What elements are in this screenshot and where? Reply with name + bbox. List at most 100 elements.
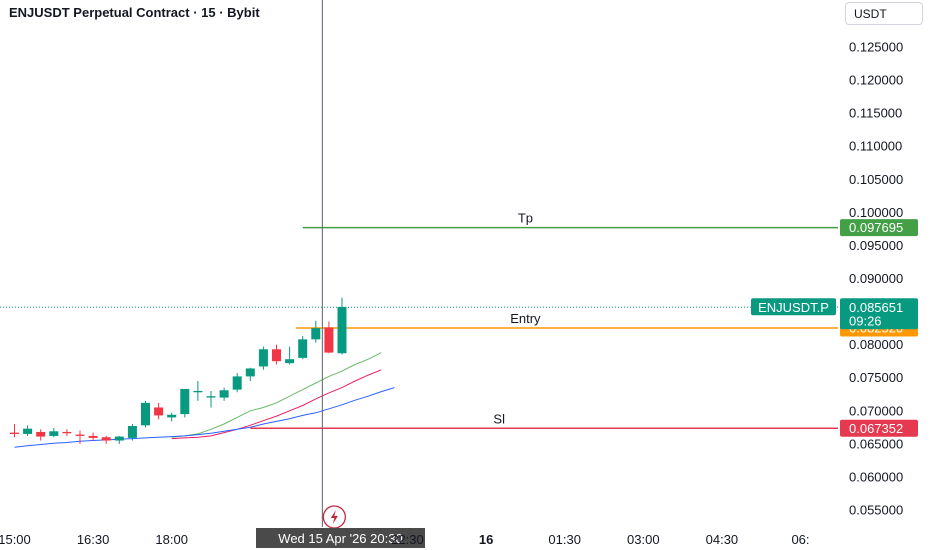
price-tick-label: 0.105000 [849, 172, 903, 187]
level-label-tp: Tp [518, 211, 533, 226]
candle[interactable] [206, 390, 216, 408]
lightning-icon-bolt [330, 510, 338, 524]
chart-title: ENJUSDT Perpetual Contract · 15 · Bybit [9, 5, 260, 20]
candle[interactable] [258, 346, 268, 370]
price-tick-label: 0.115000 [849, 106, 902, 121]
candle[interactable] [49, 427, 59, 438]
price-labels: 0.0976950.0825200.0673520.08565109:26ENJ… [751, 219, 918, 437]
candle[interactable] [23, 425, 33, 436]
candle-body [127, 425, 137, 438]
price-axis[interactable]: 0.125000 0.120000 0.115000 0.110000 0.105000… [849, 40, 903, 518]
price-tick-label: 0.065000 [849, 436, 903, 451]
countdown-text: 09:26 [849, 313, 882, 328]
candle-body [49, 431, 59, 436]
price-tick-label: 0.095000 [849, 238, 903, 253]
level-label-entry: Entry [510, 311, 541, 326]
candle[interactable] [272, 344, 281, 365]
price-tick-label: 0.125000 [849, 40, 903, 55]
candle-body [311, 328, 321, 340]
time-tick-label: 18:00 [155, 532, 188, 547]
candle[interactable] [114, 435, 124, 444]
price-tick-label: 0.100000 [849, 205, 903, 220]
candle-body [272, 349, 281, 362]
price-tick-label: 0.080000 [849, 337, 903, 352]
price-label-text-sl: 0.067352 [849, 421, 903, 436]
candle-body [180, 388, 190, 415]
price-label-text-tp: 0.097695 [849, 220, 903, 235]
time-tick-label: 16 [479, 532, 493, 547]
candle-body [324, 327, 334, 353]
currency-button[interactable]: USDT [845, 2, 923, 25]
candle[interactable] [337, 297, 347, 355]
candle-body [114, 436, 124, 441]
candle[interactable] [180, 388, 190, 418]
candle[interactable] [10, 424, 19, 438]
symbol-tag-text: ENJUSDT.P [758, 300, 829, 315]
price-tick-label: 0.120000 [849, 73, 903, 88]
candle-body [206, 396, 216, 398]
candle[interactable] [245, 367, 255, 382]
candle-body [232, 376, 242, 390]
price-tick-label: 0.090000 [849, 271, 903, 286]
candle-body [245, 368, 255, 377]
candle[interactable] [167, 412, 177, 422]
candle[interactable] [154, 402, 164, 420]
time-tick-label: 16:30 [77, 532, 110, 547]
candle-body [23, 428, 33, 434]
candle-body [10, 432, 19, 434]
candle-body [154, 407, 164, 416]
last-price-text: 0.085651 [849, 300, 903, 315]
level-label-sl: Sl [493, 411, 505, 426]
candle[interactable] [285, 346, 295, 365]
candle[interactable] [36, 429, 46, 441]
moving-average-line [171, 369, 382, 440]
price-tick-label: 0.070000 [849, 403, 903, 418]
candle[interactable] [141, 400, 150, 428]
moving-averages [14, 352, 395, 448]
price-tick-label: 0.060000 [849, 469, 903, 484]
candle-body [88, 435, 98, 438]
candle[interactable] [311, 320, 321, 343]
candle-body [193, 390, 203, 393]
candle-body [75, 434, 85, 436]
candle[interactable] [193, 381, 203, 401]
time-tick-label: 15:00 [0, 532, 31, 547]
candle-body [141, 402, 150, 426]
candle[interactable] [88, 432, 98, 441]
last-price-label [840, 298, 918, 330]
candle[interactable] [101, 435, 111, 444]
time-tick-label: 04:30 [706, 532, 739, 547]
crosshair-time-label: Wed 15 Apr '26 20:30 [278, 531, 402, 546]
candles[interactable] [10, 297, 347, 444]
candle[interactable] [324, 321, 334, 354]
price-label-sl [840, 419, 918, 437]
crosshair: Wed 15 Apr '26 20:30 [256, 0, 425, 548]
price-tick-label: 0.075000 [849, 370, 903, 385]
candle-body [298, 339, 308, 358]
price-tick-label: 0.110000 [849, 139, 902, 154]
price-label-tp [840, 219, 918, 237]
time-tick-label: 06: [791, 532, 809, 547]
candle[interactable] [62, 429, 72, 436]
candle-body [219, 390, 229, 398]
time-axis[interactable]: 15:00 16:30 18:00 22:30 16 01:30 03:00 04:30 06: [0, 532, 810, 547]
candle[interactable] [232, 373, 242, 393]
time-tick-label: 03:00 [627, 532, 660, 547]
candle-body [258, 349, 268, 367]
candle-body [337, 306, 347, 354]
candle-body [36, 431, 46, 437]
candle[interactable] [127, 424, 137, 441]
candle-body [101, 437, 111, 441]
candle-body [62, 431, 72, 434]
time-tick-label: 22:30 [391, 532, 424, 547]
candle-body [167, 414, 177, 418]
candle[interactable] [219, 387, 229, 401]
crosshair-time-box [256, 528, 425, 548]
candle-body [285, 359, 295, 364]
price-tick-label: 0.055000 [849, 503, 903, 518]
candle[interactable] [75, 430, 85, 444]
candle[interactable] [298, 336, 308, 360]
moving-average-line [14, 387, 395, 448]
time-tick-label: 01:30 [548, 532, 581, 547]
